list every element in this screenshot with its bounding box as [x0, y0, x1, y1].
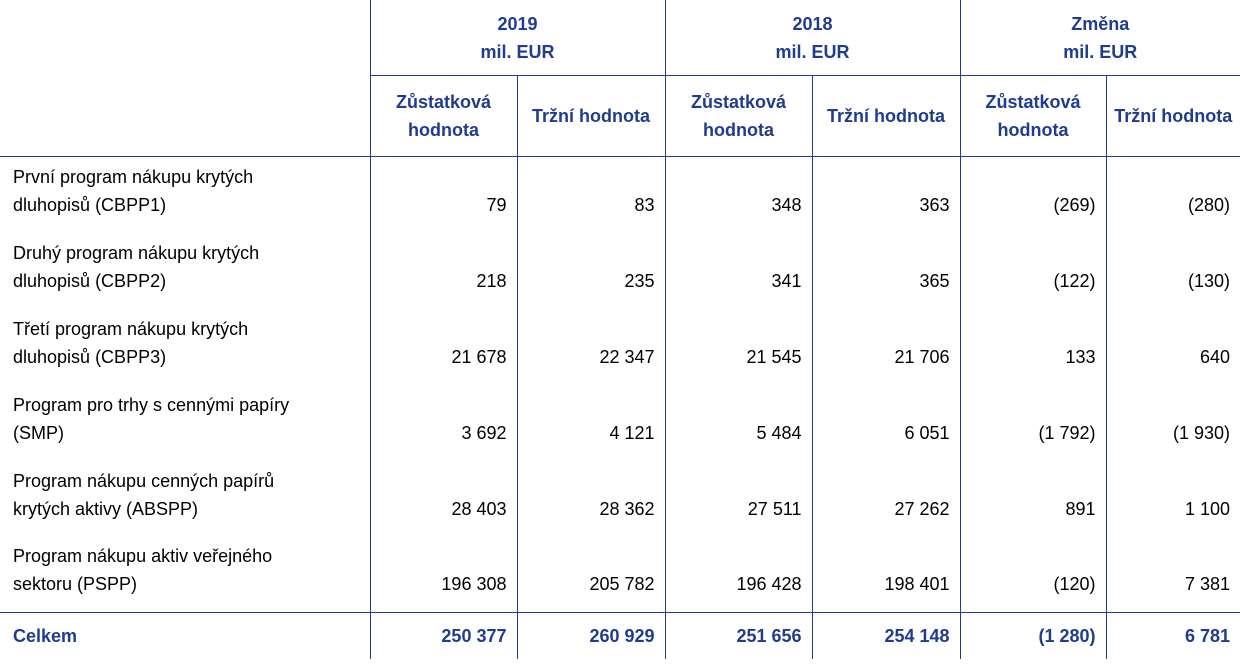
row-label: Program pro trhy s cennými papíry (SMP) — [0, 385, 370, 461]
value-cell: 22 347 — [516, 308, 666, 385]
total-value: 260 929 — [516, 612, 666, 659]
value-cell: (269) — [959, 156, 1107, 233]
group-header: Změna mil. EUR — [959, 0, 1240, 76]
row-label-line: Program nákupu aktiv veřejného — [13, 546, 273, 566]
value-cell: 235 — [516, 232, 666, 309]
row-label-line: Program pro trhy s cennými papíry — [13, 394, 290, 415]
value-cell: 21 706 — [811, 308, 961, 385]
row-label-line: dluhopisů (CBPP1) — [13, 194, 167, 215]
value-cell: 27 511 — [664, 460, 813, 537]
row-label: Druhý program nákupu krytých dluhopisů (C… — [0, 233, 370, 309]
total-value: 6 781 — [1105, 612, 1240, 659]
row-label-line: (SMP) — [13, 422, 64, 443]
row-label: Třetí program nákupu krytých dluhopisů (C… — [0, 309, 370, 385]
value-cell: 365 — [811, 232, 961, 309]
data-row: Druhý program nákupu krytých dluhopisů (C… — [0, 232, 1240, 309]
group-header: 2018 mil. EUR — [664, 0, 961, 76]
group-title: Změna — [1071, 13, 1130, 34]
data-row: Program nákupu aktiv veřejného sektoru (P… — [0, 536, 1240, 613]
value-cell: 28 362 — [516, 460, 666, 537]
value-cell: 196 308 — [369, 536, 517, 613]
subheader-text: Zůstatková hodnota — [395, 92, 492, 140]
value-cell: (1 930) — [1105, 384, 1240, 461]
value-cell: 79 — [369, 156, 517, 233]
value-cell: 21 545 — [664, 308, 813, 385]
row-label-line: První program nákupu krytých — [13, 166, 254, 187]
data-row: První program nákupu krytých dluhopisů (C… — [0, 156, 1240, 233]
subheader-text: Tržní hodnota — [827, 106, 946, 126]
value-cell: 205 782 — [516, 536, 666, 613]
value-cell: 640 — [1105, 308, 1240, 385]
value-cell: 218 — [369, 232, 517, 309]
data-row: Program pro trhy s cennými papíry (SMP) 3 … — [0, 384, 1240, 461]
value-cell: (280) — [1105, 156, 1240, 233]
row-label: Program nákupu cenných papírů krytých akt… — [0, 461, 370, 537]
subheader-text: Tržní hodnota — [532, 106, 650, 126]
group-header: 2019 mil. EUR — [369, 0, 666, 76]
value-cell: (120) — [959, 536, 1107, 613]
row-label-line: dluhopisů (CBPP3) — [13, 346, 167, 367]
subheader: Zůstatková hodnota — [369, 75, 517, 157]
value-cell: 133 — [959, 308, 1107, 385]
subheader-row: Zůstatková hodnota Tržní hodnota Zůstatkov… — [0, 75, 1240, 157]
value-cell: 196 428 — [664, 536, 813, 613]
total-value: 251 656 — [664, 612, 813, 659]
group-unit: mil. EUR — [480, 41, 555, 62]
value-cell: 348 — [664, 156, 813, 233]
total-value: 254 148 — [811, 612, 961, 659]
value-cell: (1 792) — [959, 384, 1107, 461]
group-unit: mil. EUR — [1063, 41, 1138, 62]
subheader: Tržní hodnota — [516, 75, 666, 157]
header-row: 2019 mil. EUR 2018 mil. EUR Změna mil. EUR — [0, 0, 1240, 76]
subheader: Zůstatková hodnota — [664, 75, 813, 157]
corner-cell — [0, 75, 370, 157]
value-cell: 5 484 — [664, 384, 813, 461]
subheader-text: Zůstatková hodnota — [985, 92, 1081, 140]
subheader-text: Tržní hodnota — [1114, 106, 1233, 126]
value-cell: 891 — [959, 460, 1107, 537]
value-cell: 341 — [664, 232, 813, 309]
data-row: Program nákupu cenných papírů krytých akt… — [0, 460, 1240, 537]
row-label-line: sektoru (PSPP) — [13, 574, 138, 594]
value-cell: (122) — [959, 232, 1107, 309]
value-cell: 7 381 — [1105, 536, 1240, 613]
value-cell: 83 — [516, 156, 666, 233]
total-value: (1 280) — [959, 612, 1107, 659]
value-cell: 1 100 — [1105, 460, 1240, 537]
value-cell: 3 692 — [369, 384, 517, 461]
group-title: 2018 — [792, 13, 833, 34]
group-unit: mil. EUR — [775, 41, 850, 62]
value-cell: 21 678 — [369, 308, 517, 385]
row-label-line: Třetí program nákupu krytých — [13, 318, 249, 339]
row-label-line: krytých aktivy (ABSPP) — [13, 498, 199, 519]
subheader: Tržní hodnota — [811, 75, 961, 157]
value-cell: 27 262 — [811, 460, 961, 537]
group-title: 2019 — [497, 13, 538, 34]
corner-cell — [0, 0, 370, 76]
value-cell: 363 — [811, 156, 961, 233]
subheader: Tržní hodnota — [1105, 75, 1240, 157]
row-label-line: Program nákupu cenných papírů — [13, 470, 275, 491]
row-label: Program nákupu aktiv veřejného sektoru (P… — [0, 537, 370, 613]
row-label-line: dluhopisů (CBPP2) — [13, 270, 167, 291]
total-value: 250 377 — [369, 612, 517, 659]
subheader-text: Zůstatková hodnota — [691, 92, 787, 140]
total-row: Celkem 250 377 260 929 251 656 254 148 (1 280… — [0, 612, 1240, 659]
value-cell: 4 121 — [516, 384, 666, 461]
total-label: Celkem — [0, 612, 370, 659]
value-cell: (130) — [1105, 232, 1240, 309]
value-cell: 28 403 — [369, 460, 517, 537]
subheader: Zůstatková hodnota — [959, 75, 1107, 157]
row-label-line: Druhý program nákupu krytých — [13, 242, 260, 263]
data-row: Třetí program nákupu krytých dluhopisů (C… — [0, 308, 1240, 385]
value-cell: 6 051 — [811, 384, 961, 461]
value-cell: 198 401 — [811, 536, 961, 613]
row-label: První program nákupu krytých dluhopisů (C… — [0, 157, 370, 233]
